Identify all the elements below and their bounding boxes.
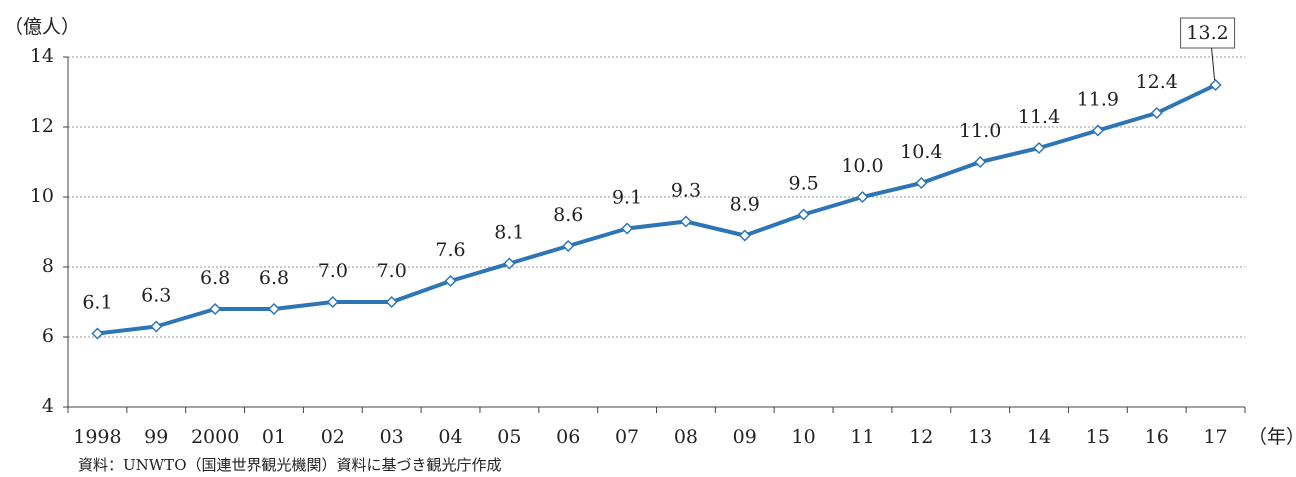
data-label: 7.0 (377, 260, 407, 282)
marker (915, 176, 928, 190)
data-label: 8.6 (553, 204, 583, 226)
data-label: 11.0 (959, 120, 1001, 142)
marker (679, 215, 692, 228)
data-label: 6.3 (141, 285, 171, 307)
data-label: 6.8 (259, 267, 289, 289)
marker (503, 257, 516, 270)
label-box (1180, 17, 1236, 49)
x-tick-label: 06 (556, 426, 580, 448)
x-tick-label: 12 (909, 426, 933, 448)
marker (385, 295, 398, 309)
data-label: 8.1 (494, 222, 524, 244)
y-tick-label: 14 (30, 45, 54, 67)
data-label: 6.1 (82, 292, 112, 314)
x-tick-label: 17 (1203, 426, 1227, 448)
data-label: 6.8 (200, 267, 230, 289)
x-tick-label: 04 (438, 426, 462, 448)
y-axis-label: （億人） (4, 16, 80, 38)
source-note: 資料：UNWTO（国連世界観光機関）資料に基づき観光庁作成 (78, 456, 502, 474)
y-tick-label: 10 (30, 185, 54, 207)
marker (1150, 106, 1163, 120)
marker (856, 190, 869, 204)
x-axis-label: （年） (1248, 426, 1296, 448)
marker (444, 274, 457, 288)
data-label: 10.4 (900, 141, 942, 163)
y-tick-label: 12 (30, 115, 54, 137)
marker (738, 229, 751, 242)
x-tick-label: 05 (497, 426, 521, 448)
x-tick-label: 14 (1027, 426, 1051, 448)
marker (1032, 141, 1046, 155)
marker (91, 327, 104, 340)
data-label: 13.2 (1186, 22, 1228, 44)
x-tick-label: 15 (1086, 426, 1110, 448)
x-tick-label: 09 (733, 426, 757, 448)
marker (209, 302, 222, 316)
data-label: 7.6 (435, 239, 465, 261)
marker (1091, 124, 1104, 137)
x-tick-label: 16 (1145, 426, 1169, 448)
x-tick-label: 07 (615, 426, 639, 448)
data-label: 9.1 (612, 187, 642, 209)
marker (150, 320, 163, 333)
x-tick-label: 99 (144, 426, 168, 448)
x-tick-label: 08 (674, 426, 698, 448)
x-tick-label: 02 (321, 426, 345, 448)
leader-line (1211, 47, 1216, 81)
marker (562, 239, 575, 253)
data-label: 11.4 (1018, 106, 1060, 128)
y-tick-label: 8 (42, 255, 54, 277)
data-label: 9.5 (789, 173, 819, 195)
x-tick-label: 11 (850, 426, 874, 448)
marker (797, 208, 810, 221)
marker (326, 295, 339, 309)
marker (267, 302, 281, 316)
data-label: 8.9 (730, 194, 760, 216)
x-tick-label: 10 (792, 426, 816, 448)
y-tick-label: 6 (42, 325, 54, 347)
x-tick-label: 01 (262, 426, 286, 448)
x-tick-label: 1998 (73, 426, 121, 448)
data-label: 7.0 (318, 260, 348, 282)
data-label: 10.0 (841, 155, 883, 177)
x-tick-label: 13 (968, 426, 992, 448)
x-tick-label: 2000 (191, 426, 239, 448)
data-label: 11.9 (1077, 89, 1119, 111)
data-label: 12.4 (1136, 71, 1178, 93)
marker (621, 222, 634, 235)
line (97, 83, 1217, 336)
data-label: 9.3 (671, 180, 701, 202)
marker (974, 155, 987, 169)
x-tick-label: 03 (380, 426, 404, 448)
y-tick-label: 4 (42, 395, 54, 417)
marker (1209, 78, 1222, 92)
